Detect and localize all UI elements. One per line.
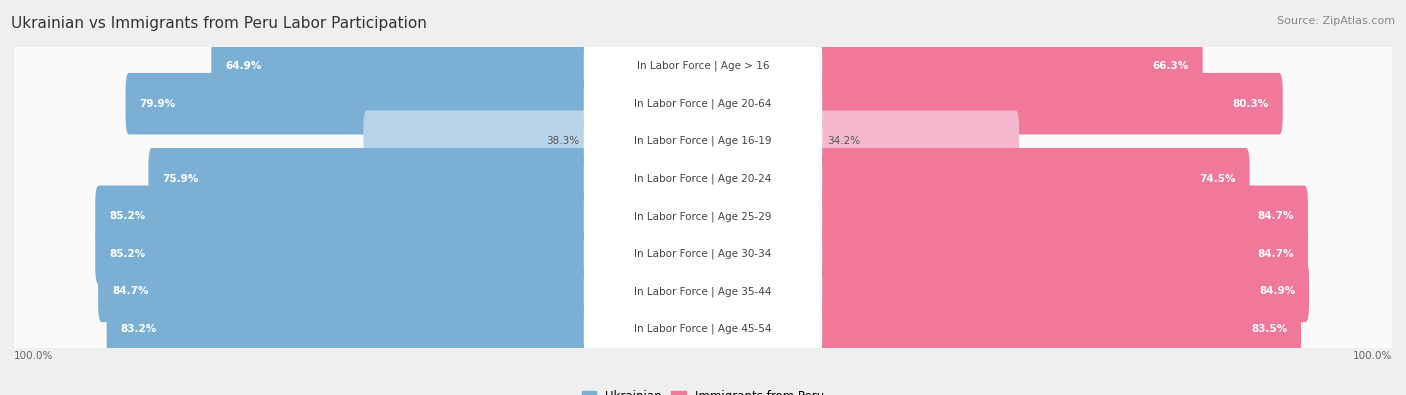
FancyBboxPatch shape	[817, 186, 1308, 247]
Text: Source: ZipAtlas.com: Source: ZipAtlas.com	[1277, 16, 1395, 26]
FancyBboxPatch shape	[817, 73, 1282, 134]
FancyBboxPatch shape	[817, 111, 1019, 172]
FancyBboxPatch shape	[14, 71, 1392, 136]
FancyBboxPatch shape	[583, 268, 823, 314]
Text: In Labor Force | Age 45-54: In Labor Force | Age 45-54	[634, 324, 772, 334]
FancyBboxPatch shape	[14, 147, 1392, 211]
FancyBboxPatch shape	[583, 43, 823, 89]
Text: 84.7%: 84.7%	[112, 286, 149, 296]
FancyBboxPatch shape	[125, 73, 589, 134]
Text: 75.9%: 75.9%	[162, 174, 198, 184]
Text: 74.5%: 74.5%	[1199, 174, 1236, 184]
FancyBboxPatch shape	[817, 261, 1309, 322]
FancyBboxPatch shape	[14, 259, 1392, 324]
FancyBboxPatch shape	[583, 81, 823, 127]
FancyBboxPatch shape	[96, 186, 589, 247]
Text: In Labor Force | Age 30-34: In Labor Force | Age 30-34	[634, 248, 772, 259]
Text: 84.7%: 84.7%	[1257, 211, 1294, 221]
Text: 34.2%: 34.2%	[827, 136, 860, 146]
Text: 84.7%: 84.7%	[1257, 249, 1294, 259]
Text: 85.2%: 85.2%	[110, 249, 145, 259]
FancyBboxPatch shape	[817, 298, 1301, 359]
Text: 64.9%: 64.9%	[225, 61, 262, 71]
FancyBboxPatch shape	[14, 222, 1392, 286]
Text: 79.9%: 79.9%	[139, 99, 176, 109]
Text: 85.2%: 85.2%	[110, 211, 145, 221]
FancyBboxPatch shape	[817, 223, 1308, 284]
Text: 38.3%: 38.3%	[546, 136, 579, 146]
FancyBboxPatch shape	[14, 184, 1392, 248]
Text: 66.3%: 66.3%	[1153, 61, 1189, 71]
Text: 83.5%: 83.5%	[1251, 324, 1288, 334]
FancyBboxPatch shape	[583, 306, 823, 352]
Text: In Labor Force | Age 20-24: In Labor Force | Age 20-24	[634, 173, 772, 184]
FancyBboxPatch shape	[107, 298, 589, 359]
FancyBboxPatch shape	[583, 193, 823, 239]
FancyBboxPatch shape	[14, 297, 1392, 361]
Text: In Labor Force | Age > 16: In Labor Force | Age > 16	[637, 61, 769, 71]
Legend: Ukrainian, Immigrants from Peru: Ukrainian, Immigrants from Peru	[576, 385, 830, 395]
Text: In Labor Force | Age 16-19: In Labor Force | Age 16-19	[634, 136, 772, 147]
FancyBboxPatch shape	[817, 148, 1250, 209]
Text: 80.3%: 80.3%	[1233, 99, 1270, 109]
FancyBboxPatch shape	[211, 36, 589, 97]
Text: 83.2%: 83.2%	[121, 324, 156, 334]
Text: In Labor Force | Age 35-44: In Labor Force | Age 35-44	[634, 286, 772, 297]
Text: 100.0%: 100.0%	[14, 351, 53, 361]
FancyBboxPatch shape	[817, 36, 1202, 97]
FancyBboxPatch shape	[149, 148, 589, 209]
FancyBboxPatch shape	[14, 109, 1392, 173]
Text: 84.9%: 84.9%	[1258, 286, 1295, 296]
Text: 100.0%: 100.0%	[1353, 351, 1392, 361]
Text: In Labor Force | Age 25-29: In Labor Force | Age 25-29	[634, 211, 772, 222]
FancyBboxPatch shape	[98, 261, 589, 322]
FancyBboxPatch shape	[14, 34, 1392, 98]
FancyBboxPatch shape	[583, 231, 823, 277]
FancyBboxPatch shape	[583, 118, 823, 164]
FancyBboxPatch shape	[583, 156, 823, 202]
Text: Ukrainian vs Immigrants from Peru Labor Participation: Ukrainian vs Immigrants from Peru Labor …	[11, 16, 427, 31]
Text: In Labor Force | Age 20-64: In Labor Force | Age 20-64	[634, 98, 772, 109]
FancyBboxPatch shape	[363, 111, 589, 172]
FancyBboxPatch shape	[96, 223, 589, 284]
